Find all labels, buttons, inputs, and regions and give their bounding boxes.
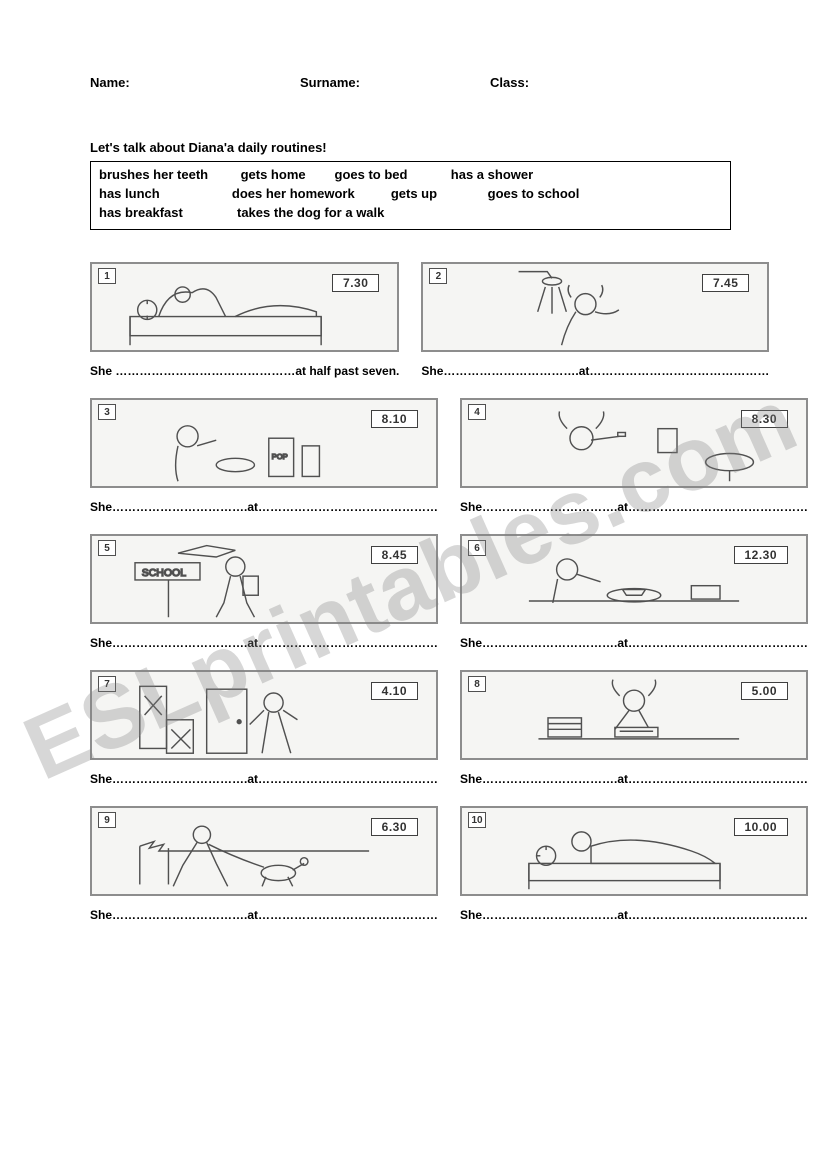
grid-row: POP 3 8.10 She…………………………….at………………………………… [90, 398, 731, 514]
panel-home: 7 4.10 [90, 670, 438, 760]
panel-time: 8.10 [371, 410, 418, 428]
worksheet-page: Name: Surname: Class: Let's talk about D… [0, 0, 821, 962]
caption: She…………………………….at……………………………………… [90, 636, 438, 650]
panel-bed: 10 10.00 [460, 806, 808, 896]
panel-number: 8 [468, 676, 486, 692]
word-bank: brushes her teeth gets home goes to bed … [90, 161, 731, 230]
grid-row: 7 4.10 She…………………………….at……………………………………… [90, 670, 731, 786]
grid-row: SCHOOL 5 8.45 She…………………………….at………………………… [90, 534, 731, 650]
svg-text:SCHOOL: SCHOOL [142, 567, 187, 579]
panel-homework: 8 5.00 [460, 670, 808, 760]
class-label: Class: [490, 75, 529, 90]
grid-row: 9 6.30 She…………………………….at……………………………………… [90, 806, 731, 922]
word-bank-row: brushes her teeth gets home goes to bed … [99, 166, 722, 185]
exercise-cell: 7 4.10 She…………………………….at……………………………………… [90, 670, 438, 786]
panel-number: 2 [429, 268, 447, 284]
exercise-cell: POP 3 8.10 She…………………………….at………………………………… [90, 398, 438, 514]
panel-time: 4.10 [371, 682, 418, 700]
exercise-cell: 2 7.45 She…………………………….at……………………………………… [421, 262, 769, 378]
word-bank-row: has lunch does her homework gets up goes… [99, 185, 722, 204]
panel-time: 8.30 [741, 410, 788, 428]
panel-number: 4 [468, 404, 486, 420]
panel-time: 7.45 [702, 274, 749, 292]
panel-number: 6 [468, 540, 486, 556]
exercise-cell: 10 10.00 She…………………………….at……………………………………… [460, 806, 808, 922]
svg-text:POP: POP [272, 452, 288, 461]
panel-number: 7 [98, 676, 116, 692]
panel-shower: 2 7.45 [421, 262, 769, 352]
caption: She…………………………….at……………………………………… [90, 908, 438, 922]
panel-gets-up: 1 7.30 [90, 262, 399, 352]
panel-time: 7.30 [332, 274, 379, 292]
intro-text: Let's talk about Diana'a daily routines! [90, 140, 731, 155]
panel-brush-teeth: 4 8.30 [460, 398, 808, 488]
grid-row: 1 7.30 She ………………………………………at half past s… [90, 262, 731, 378]
caption: She…………………………….at……………………………………… [460, 500, 808, 514]
panel-time: 12.30 [734, 546, 789, 564]
exercise-grid: 1 7.30 She ………………………………………at half past s… [90, 262, 731, 922]
panel-time: 10.00 [734, 818, 789, 836]
panel-breakfast: POP 3 8.10 [90, 398, 438, 488]
caption: She ………………………………………at half past seven. [90, 364, 399, 378]
caption: She…………………………….at……………………………………… [460, 908, 808, 922]
panel-time: 8.45 [371, 546, 418, 564]
exercise-cell: 4 8.30 She…………………………….at……………………………………… [460, 398, 808, 514]
caption: She…………………………….at……………………………………… [90, 772, 438, 786]
panel-number: 9 [98, 812, 116, 828]
panel-number: 3 [98, 404, 116, 420]
name-label: Name: [90, 75, 300, 90]
surname-label: Surname: [300, 75, 490, 90]
panel-time: 5.00 [741, 682, 788, 700]
exercise-cell: 8 5.00 She…………………………….at……………………………………… [460, 670, 808, 786]
panel-school: SCHOOL 5 8.45 [90, 534, 438, 624]
header-fields: Name: Surname: Class: [90, 75, 731, 90]
exercise-cell: 6 12.30 She…………………………….at……………………………………… [460, 534, 808, 650]
panel-time: 6.30 [371, 818, 418, 836]
exercise-cell: SCHOOL 5 8.45 She…………………………….at………………………… [90, 534, 438, 650]
exercise-cell: 1 7.30 She ………………………………………at half past s… [90, 262, 399, 378]
exercise-cell: 9 6.30 She…………………………….at……………………………………… [90, 806, 438, 922]
caption: She…………………………….at……………………………………… [460, 772, 808, 786]
caption: She…………………………….at……………………………………… [90, 500, 438, 514]
panel-lunch: 6 12.30 [460, 534, 808, 624]
panel-number: 5 [98, 540, 116, 556]
panel-number: 1 [98, 268, 116, 284]
panel-number: 10 [468, 812, 486, 828]
panel-dog-walk: 9 6.30 [90, 806, 438, 896]
caption: She…………………………….at……………………………………… [460, 636, 808, 650]
caption: She…………………………….at……………………………………… [421, 364, 769, 378]
word-bank-row: has breakfast takes the dog for a walk [99, 204, 722, 223]
